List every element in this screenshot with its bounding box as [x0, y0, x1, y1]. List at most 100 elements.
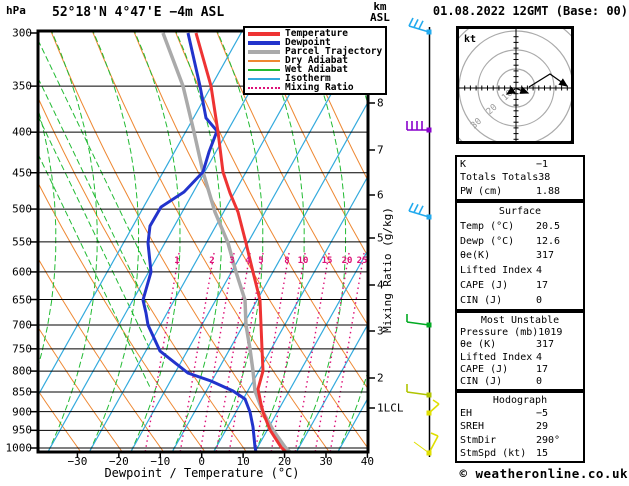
- panel-row-label: StmSpd (kt): [460, 447, 527, 459]
- location-title: 52°18'N 4°47'E −4m ASL: [52, 5, 225, 20]
- panel-row-value: 38: [538, 172, 551, 184]
- legend-label: Parcel Trajectory: [285, 46, 383, 57]
- panel-row-value: 1.88: [536, 185, 561, 197]
- panel-row-label: Totals Totals: [460, 172, 539, 184]
- altitude-axis-unit: km ASL: [370, 0, 390, 24]
- panel-row-value: 15: [536, 447, 549, 459]
- hodograph-unit-label: kt: [464, 34, 476, 45]
- km-tick-label: 4: [377, 278, 384, 292]
- panel-row: Lifted Index 4: [457, 265, 583, 276]
- wet-adiabat: [296, 31, 347, 452]
- panel-most-unstable: Most Unstable Pressure (mb) 1019 θe (K) 317 L…: [455, 311, 585, 391]
- wet-adiabat: [254, 31, 305, 452]
- wet-adiabat: [38, 77, 152, 314]
- wet-adiabat: [38, 39, 152, 276]
- km-tick-label: 2: [377, 371, 384, 385]
- isotherm: [38, 31, 243, 397]
- panel-row-value: 20.5: [536, 220, 561, 232]
- wind-barb-column: [406, 17, 440, 457]
- mixing-ratio-value-label: 10: [297, 256, 309, 266]
- km-tick-label: 5: [377, 231, 384, 245]
- panel-row-label: Dewp (°C): [460, 235, 515, 247]
- pressure-gridlines: [38, 85, 368, 449]
- panel-row-value: 1019: [538, 326, 563, 338]
- panel-row-label: θe(K): [460, 250, 491, 262]
- pressure-tick-label: 550: [12, 235, 32, 249]
- mixing-ratio-line: [215, 252, 251, 452]
- legend-label: Isotherm: [285, 73, 331, 84]
- temp-tick-label: −30: [67, 455, 88, 468]
- km-tick-label: 7: [377, 143, 384, 157]
- panel-row-value: 17: [536, 280, 549, 292]
- mixing-ratio-line: [329, 252, 365, 452]
- temp-tick-label: 40: [360, 455, 375, 468]
- legend-line-sample: [248, 59, 280, 62]
- panel-row: θe(K) 317: [457, 250, 583, 261]
- dry-adiabat: [298, 31, 368, 182]
- isotherm: [254, 248, 368, 452]
- legend-line-sample: [248, 86, 280, 89]
- wind-barb: [408, 202, 432, 220]
- dry-adiabat: [38, 326, 123, 452]
- legend: Temperature Dewpoint Parcel Trajectory Dry …: [243, 26, 387, 95]
- panel-row: Dewp (°C) 12.6: [457, 236, 583, 247]
- panel-row-label: Lifted Index: [460, 351, 533, 363]
- panel-row-value: 17: [536, 363, 549, 375]
- panel-title: Hodograph: [492, 395, 548, 407]
- dry-adiabat: [133, 31, 368, 450]
- legend-line-sample: [248, 77, 280, 80]
- legend-item: Dewpoint: [248, 38, 382, 47]
- wet-adiabat: [38, 106, 57, 369]
- panel-row-label: SREH: [460, 421, 485, 433]
- panel-row-label: CAPE (J): [460, 363, 509, 375]
- panel-row: StmDir 290°: [457, 435, 583, 446]
- plot-area: [38, 31, 368, 452]
- pressure-tick-label: 800: [12, 364, 32, 378]
- hodograph-trace: [528, 73, 569, 88]
- isotherm: [88, 31, 326, 452]
- legend-item: Dry Adiabat: [248, 56, 382, 65]
- panel-row-label: CAPE (J): [460, 280, 509, 292]
- panel-row: Temp (°C) 20.5: [457, 221, 583, 232]
- wind-barb: [426, 399, 440, 416]
- axis-ticks: [30, 32, 375, 458]
- panel-row: Lifted Index 4: [457, 352, 583, 363]
- mixing-ratio-line: [294, 252, 330, 452]
- temp-tick-label: −20: [108, 455, 129, 468]
- panel-row-label: PW (cm): [460, 185, 503, 197]
- legend-item: Parcel Trajectory: [248, 47, 382, 56]
- panel-row-label: Lifted Index: [460, 265, 533, 277]
- panel-title: Surface: [498, 205, 542, 217]
- temp-tick-label: −10: [150, 455, 171, 468]
- panel-row: CIN (J) 0: [457, 376, 583, 387]
- wind-barb: [408, 17, 432, 35]
- temp-tick-label: 20: [277, 455, 292, 468]
- legend-item: Isotherm: [248, 74, 382, 83]
- mixing-ratio-value-label: 3: [229, 256, 235, 266]
- km-tick-label: 8: [377, 96, 384, 110]
- wet-adiabat: [38, 115, 152, 352]
- panel-row-value: 317: [536, 250, 555, 262]
- mixing-ratio-line: [270, 252, 306, 452]
- mixing-ratio-line: [179, 252, 215, 452]
- panel-row-label: Temp (°C): [460, 220, 515, 232]
- panel-row-label: CIN (J): [460, 376, 503, 388]
- hodograph-arrow-low: [505, 86, 516, 95]
- mixing-ratio-value-label: 5: [258, 256, 264, 266]
- mixing-ratio-value-label: 2: [209, 256, 215, 266]
- wet-adiabat: [171, 31, 222, 452]
- pressure-tick-label: 300: [12, 26, 32, 40]
- isotherm: [47, 31, 285, 452]
- mixing-ratio-axis-label: Mixing Ratio (g/kg): [381, 207, 394, 333]
- panel-row: CAPE (J) 17: [457, 364, 583, 375]
- panel-row: θe (K) 317: [457, 339, 583, 350]
- datetime-title: 01.08.2022 12GMT (Base: 00): [432, 4, 628, 18]
- panel-row-value: 29: [536, 421, 549, 433]
- panel-row: Totals Totals 38: [457, 172, 583, 183]
- hodograph-ring-label: 20: [485, 103, 500, 118]
- pressure-tick-label: 700: [12, 318, 32, 332]
- pressure-tick-label: 350: [12, 79, 32, 93]
- panel-row-label: θe (K): [460, 339, 497, 351]
- watermark: © weatheronline.co.uk: [459, 466, 628, 481]
- panel-row-value: 12.6: [536, 235, 561, 247]
